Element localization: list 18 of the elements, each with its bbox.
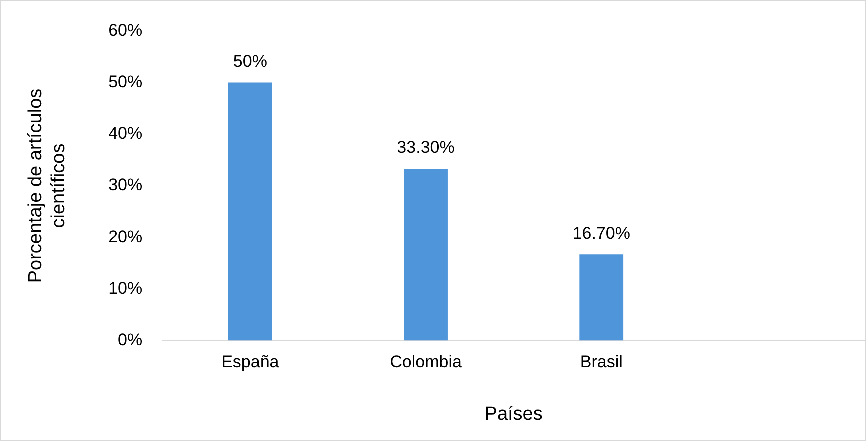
y-tick-label: 40% (108, 124, 143, 144)
y-tick-label: 30% (108, 176, 143, 195)
y-tick-label: 10% (108, 278, 143, 298)
x-tick-label: Brasil (580, 352, 623, 372)
y-tick-label: 50% (108, 72, 143, 92)
x-axis-title: Países (484, 404, 543, 425)
bar (404, 168, 448, 341)
bar (228, 82, 272, 341)
bar (580, 254, 624, 341)
y-tick-label: 20% (108, 227, 143, 246)
data-label: 50% (233, 52, 268, 71)
y-axis-title: Porcentaje de artículos científicos (26, 88, 70, 284)
x-tick-label: Colombia (390, 352, 462, 372)
x-tick-label: España (222, 352, 280, 372)
y-tick-label: 60% (108, 20, 143, 40)
data-label: 33.30% (397, 138, 455, 158)
data-label: 16.70% (572, 224, 630, 243)
y-tick-label: 0% (118, 330, 143, 350)
